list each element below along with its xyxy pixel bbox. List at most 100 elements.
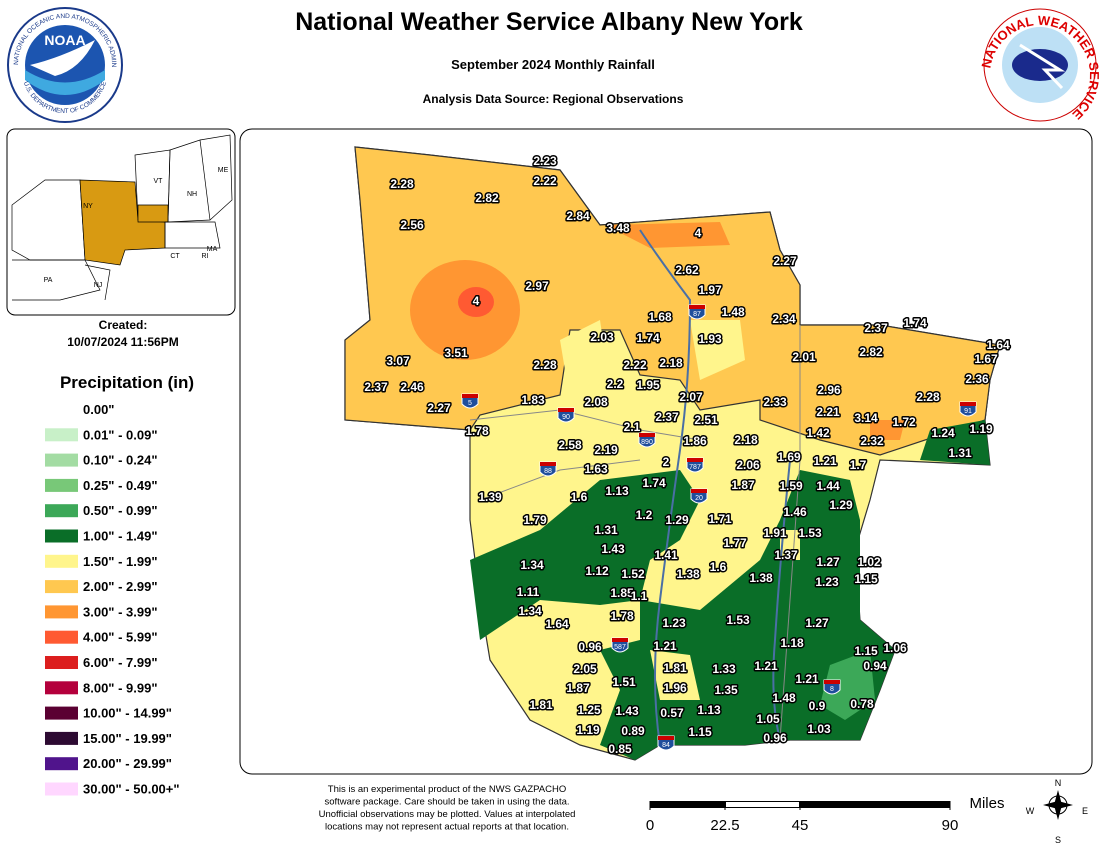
legend-swatch <box>45 504 78 518</box>
scale-segment <box>726 802 799 807</box>
compass-letter: S <box>1055 835 1061 845</box>
station-value: 1.6 <box>710 560 727 574</box>
station-value: 1.48 <box>721 305 745 319</box>
station-value: 1.87 <box>566 681 590 695</box>
legend-title: Precipitation (in) <box>60 373 194 392</box>
station-value: 1.78 <box>465 424 489 438</box>
legend-label: 15.00" - 19.99" <box>83 731 172 746</box>
station-value: 1.25 <box>577 703 601 717</box>
interstate-label: 20 <box>695 495 703 502</box>
interstate-shield-top <box>824 680 840 684</box>
station-value: 1.59 <box>779 479 803 493</box>
station-value: 1.87 <box>731 478 755 492</box>
interstate-label: 8 <box>830 686 834 693</box>
station-value: 2.56 <box>400 218 424 232</box>
station-value: 0.89 <box>621 724 645 738</box>
station-value: 2.84 <box>566 209 590 223</box>
interstate-label: 87 <box>693 311 701 318</box>
station-value: 1.21 <box>653 639 677 653</box>
legend-label: 10.00" - 14.99" <box>83 706 172 721</box>
station-value: 1.27 <box>816 555 840 569</box>
legend-swatch <box>45 453 78 467</box>
interstate-label: 90 <box>562 414 570 421</box>
footnote-line: locations may not represent actual repor… <box>325 822 569 833</box>
station-value: 1.51 <box>612 675 636 689</box>
station-value: 2.37 <box>655 410 679 424</box>
station-value: 2.01 <box>792 350 816 364</box>
station-value: 1.29 <box>829 498 853 512</box>
station-value: 1.74 <box>642 476 666 490</box>
legend-swatch <box>45 529 78 543</box>
station-value: 2.37 <box>364 380 388 394</box>
compass-letter: W <box>1026 806 1035 816</box>
station-value: 1.23 <box>662 616 686 630</box>
state-label: VT <box>154 178 164 185</box>
station-value: 1.74 <box>903 316 927 330</box>
station-value: 1.81 <box>529 698 553 712</box>
state-label: NJ <box>94 282 103 289</box>
station-value: 1.63 <box>584 462 608 476</box>
station-value: 1.6 <box>571 490 588 504</box>
footnote-line: software package. Care should be taken i… <box>324 797 569 808</box>
interstate-shield-top <box>540 462 556 466</box>
legend-label: 0.00" <box>83 402 114 417</box>
station-value: 0.85 <box>608 742 632 756</box>
legend-label: 8.00" - 9.99" <box>83 680 157 695</box>
station-value: 1.67 <box>974 352 998 366</box>
station-value: 0.94 <box>863 659 887 673</box>
inset-map <box>6 128 236 316</box>
nws-logo: NATIONAL WEATHER SERVICE <box>978 8 1100 123</box>
interstate-label: 787 <box>689 464 701 471</box>
legend-label: 30.00" - 50.00+" <box>83 782 180 797</box>
station-value: 1.06 <box>883 641 907 655</box>
station-value: 1.1 <box>631 589 648 603</box>
station-value: 3.14 <box>854 411 878 425</box>
scale-label: 45 <box>792 817 809 834</box>
station-value: 2.27 <box>773 254 797 268</box>
station-value: 2.46 <box>400 380 424 394</box>
interstate-shield-top <box>462 394 478 398</box>
station-value: 1.96 <box>663 681 687 695</box>
state-label: CT <box>170 253 180 260</box>
station-value: 2.58 <box>558 438 582 452</box>
station-value: 3.51 <box>444 346 468 360</box>
state-label: RI <box>202 253 209 260</box>
station-value: 1.44 <box>816 479 840 493</box>
station-value: 2.08 <box>584 395 608 409</box>
station-value: 1.46 <box>783 505 807 519</box>
legend-swatch <box>45 656 78 669</box>
station-value: 1.81 <box>663 661 687 675</box>
station-value: 1.78 <box>610 609 634 623</box>
legend-label: 4.00" - 5.99" <box>83 630 157 645</box>
legend-label: 1.00" - 1.49" <box>83 529 157 544</box>
station-value: 1.29 <box>665 513 689 527</box>
interstate-label: 890 <box>641 439 653 446</box>
station-value: 1.15 <box>854 644 878 658</box>
station-value: 2.23 <box>533 154 557 168</box>
station-value: 1.05 <box>756 712 780 726</box>
legend-swatch <box>45 706 78 720</box>
legend-swatch <box>45 605 78 619</box>
station-value: 1.83 <box>521 393 545 407</box>
title: National Weather Service Albany New York <box>295 8 803 36</box>
legend-swatch <box>45 782 78 796</box>
station-value: 2.18 <box>734 433 758 447</box>
station-value: 1.33 <box>712 662 736 676</box>
station-value: 1.74 <box>636 331 660 345</box>
station-value: 2 <box>663 455 670 469</box>
interstate-label: 84 <box>662 742 670 749</box>
legend-label: 1.50" - 1.99" <box>83 554 157 569</box>
station-value: 1.23 <box>815 575 839 589</box>
station-value: 1.03 <box>807 722 831 736</box>
compass-letter: N <box>1055 778 1062 788</box>
state-label: NH <box>187 191 197 198</box>
station-value: 0.78 <box>850 697 874 711</box>
station-value: 1.34 <box>518 604 542 618</box>
legend-label: 20.00" - 29.99" <box>83 756 172 771</box>
station-value: 1.64 <box>545 617 569 631</box>
station-value: 2.21 <box>816 405 840 419</box>
interstate-shield-top <box>639 433 655 437</box>
station-value: 2.28 <box>390 177 414 191</box>
legend-swatch <box>45 681 78 695</box>
station-value: 1.11 <box>517 585 540 599</box>
